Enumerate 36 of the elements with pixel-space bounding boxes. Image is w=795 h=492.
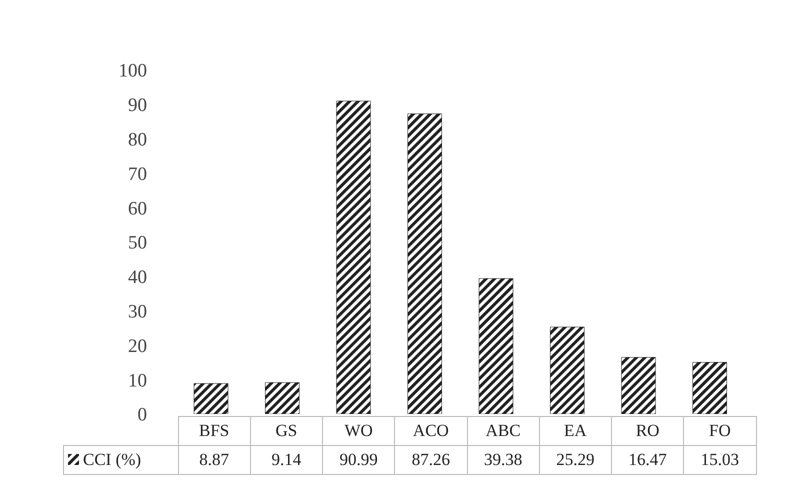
x-tick-label: EA (539, 416, 612, 446)
legend-label: CCI (%) (83, 450, 142, 469)
x-tick-label: ACO (394, 416, 467, 446)
y-tick-label: 90 (128, 95, 147, 116)
data-label: 16.47 (612, 446, 684, 474)
y-tick-label: 50 (128, 232, 147, 254)
y-tick-label: 40 (128, 267, 147, 288)
y-tick-label: 100 (118, 60, 147, 82)
bar (265, 382, 300, 414)
bar (621, 357, 656, 414)
bar (194, 383, 228, 414)
x-tick-label: WO (322, 416, 395, 446)
x-tick-label: RO (612, 416, 684, 446)
data-label: 25.29 (539, 446, 612, 474)
data-label: 8.87 (178, 446, 250, 474)
bar (478, 278, 514, 414)
x-tick-label: BFS (178, 416, 250, 446)
y-tick-label: 10 (128, 370, 147, 392)
data-label: 15.03 (684, 446, 756, 474)
y-tick-label: 80 (128, 130, 147, 151)
bar (550, 326, 584, 414)
data-label: 87.26 (394, 446, 467, 474)
bar (692, 362, 727, 414)
data-label: 90.99 (322, 446, 395, 474)
y-tick-label: 0 (138, 404, 147, 426)
y-tick-label: 20 (128, 336, 147, 357)
y-tick-label: 70 (128, 164, 147, 185)
x-tick-label: ABC (467, 416, 540, 446)
data-label: 39.38 (467, 446, 540, 474)
x-tick-label: GS (250, 416, 322, 446)
bar (408, 114, 442, 414)
y-tick-label: 60 (128, 198, 147, 220)
x-tick-label: FO (684, 416, 756, 446)
data-label: 9.14 (250, 446, 322, 474)
y-tick-label: 30 (128, 302, 147, 323)
bar (336, 100, 371, 414)
